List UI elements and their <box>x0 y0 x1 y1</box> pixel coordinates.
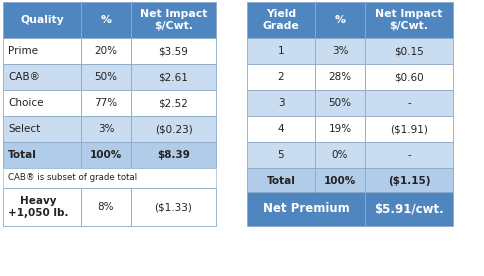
Text: 2: 2 <box>278 72 284 82</box>
Bar <box>315 38 365 64</box>
Text: Prime: Prime <box>8 46 38 56</box>
Bar <box>315 2 365 38</box>
Bar <box>81 116 131 142</box>
Text: %: % <box>101 15 111 25</box>
Text: $0.15: $0.15 <box>394 46 424 56</box>
Bar <box>81 64 131 90</box>
Text: 0%: 0% <box>332 150 348 160</box>
Bar <box>247 116 315 142</box>
Bar <box>365 116 453 142</box>
Bar <box>3 2 81 38</box>
Text: Total: Total <box>267 176 295 186</box>
Text: 19%: 19% <box>329 124 351 134</box>
Bar <box>3 64 81 90</box>
Text: $0.60: $0.60 <box>394 72 424 82</box>
Text: -: - <box>407 98 411 108</box>
Text: Total: Total <box>8 150 37 160</box>
Text: 100%: 100% <box>324 176 356 186</box>
Text: $2.52: $2.52 <box>159 98 188 108</box>
Bar <box>365 168 453 194</box>
Bar <box>131 2 216 38</box>
Text: CAB®: CAB® <box>8 72 40 82</box>
Bar <box>81 38 131 64</box>
Text: ($1.33): ($1.33) <box>154 202 193 212</box>
Text: 100%: 100% <box>90 150 122 160</box>
Bar <box>247 90 315 116</box>
Bar <box>3 90 81 116</box>
Bar <box>81 142 131 168</box>
Text: ($1.15): ($1.15) <box>388 176 430 186</box>
Text: Heavy
+1,050 lb.: Heavy +1,050 lb. <box>8 196 69 218</box>
Bar <box>365 2 453 38</box>
Bar <box>365 142 453 168</box>
Text: CAB® is subset of grade total: CAB® is subset of grade total <box>8 174 137 182</box>
Text: -: - <box>407 150 411 160</box>
Bar <box>3 38 81 64</box>
Bar <box>131 188 216 226</box>
Text: $5.91/cwt.: $5.91/cwt. <box>374 203 444 216</box>
Text: 20%: 20% <box>94 46 118 56</box>
Bar <box>131 116 216 142</box>
Bar <box>365 64 453 90</box>
Bar <box>81 2 131 38</box>
Text: $2.61: $2.61 <box>159 72 188 82</box>
Text: Quality: Quality <box>20 15 64 25</box>
Text: 28%: 28% <box>329 72 351 82</box>
Text: Yield
Grade: Yield Grade <box>263 9 300 31</box>
Text: Choice: Choice <box>8 98 44 108</box>
Bar <box>247 142 315 168</box>
Text: 77%: 77% <box>94 98 118 108</box>
Bar <box>365 38 453 64</box>
Text: 3%: 3% <box>332 46 348 56</box>
Bar <box>365 90 453 116</box>
Bar <box>315 168 365 194</box>
Text: 5: 5 <box>278 150 284 160</box>
Text: 8%: 8% <box>98 202 114 212</box>
Bar <box>365 192 453 226</box>
Text: 50%: 50% <box>329 98 351 108</box>
Bar <box>247 2 315 38</box>
Text: 3: 3 <box>278 98 284 108</box>
Text: $3.59: $3.59 <box>159 46 188 56</box>
Bar <box>131 64 216 90</box>
Text: Net Premium: Net Premium <box>263 203 349 216</box>
Bar <box>81 188 131 226</box>
Text: ($0.23): ($0.23) <box>154 124 192 134</box>
Text: %: % <box>334 15 346 25</box>
Text: 4: 4 <box>278 124 284 134</box>
Text: $8.39: $8.39 <box>157 150 190 160</box>
Bar <box>131 142 216 168</box>
Text: Select: Select <box>8 124 40 134</box>
Bar <box>315 116 365 142</box>
Bar <box>3 188 81 226</box>
Bar <box>3 116 81 142</box>
Bar <box>315 64 365 90</box>
Bar <box>247 168 315 194</box>
Text: ($1.91): ($1.91) <box>390 124 428 134</box>
Bar <box>315 90 365 116</box>
Bar <box>81 90 131 116</box>
Bar <box>247 192 365 226</box>
Bar <box>3 168 216 188</box>
Bar <box>247 38 315 64</box>
Text: 50%: 50% <box>94 72 118 82</box>
Bar <box>131 90 216 116</box>
Bar <box>131 38 216 64</box>
Text: 3%: 3% <box>98 124 114 134</box>
Text: Net Impact
$/Cwt.: Net Impact $/Cwt. <box>375 9 443 31</box>
Text: Net Impact
$/Cwt.: Net Impact $/Cwt. <box>140 9 207 31</box>
Bar <box>315 142 365 168</box>
Bar <box>247 64 315 90</box>
Text: 1: 1 <box>278 46 284 56</box>
Bar <box>3 142 81 168</box>
